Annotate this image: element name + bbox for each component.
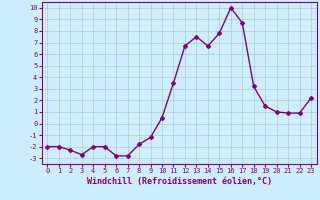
- X-axis label: Windchill (Refroidissement éolien,°C): Windchill (Refroidissement éolien,°C): [87, 177, 272, 186]
